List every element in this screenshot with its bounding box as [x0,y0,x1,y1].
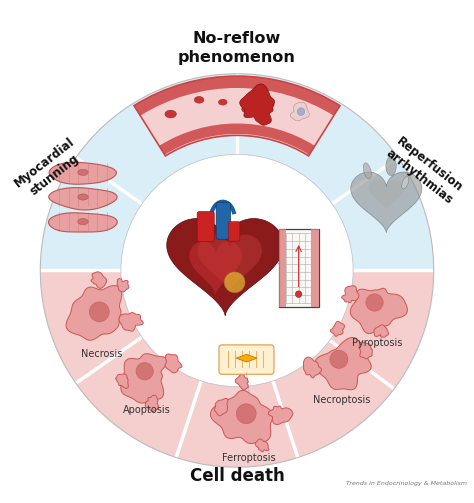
Ellipse shape [194,97,204,103]
Circle shape [297,108,305,116]
Circle shape [136,363,153,380]
Polygon shape [359,342,373,359]
Polygon shape [368,180,404,210]
Circle shape [237,404,256,424]
Polygon shape [290,103,309,121]
Ellipse shape [219,100,227,105]
Polygon shape [165,354,182,373]
Circle shape [330,350,348,368]
FancyBboxPatch shape [219,345,274,374]
Ellipse shape [386,157,396,176]
Ellipse shape [78,194,88,200]
Polygon shape [49,188,117,210]
Text: Cell death: Cell death [190,467,284,485]
Text: Ferroptosis: Ferroptosis [222,453,276,463]
Text: Pyroptosis: Pyroptosis [352,338,402,348]
Wedge shape [134,76,340,116]
Polygon shape [350,288,407,333]
Polygon shape [117,279,129,292]
Ellipse shape [165,110,176,118]
Circle shape [295,291,302,297]
Polygon shape [235,374,248,390]
Polygon shape [315,338,371,390]
Ellipse shape [363,163,372,179]
Polygon shape [146,395,158,411]
Wedge shape [159,124,315,155]
Text: Myocardial
stunning: Myocardial stunning [12,135,87,202]
FancyBboxPatch shape [311,229,319,307]
Ellipse shape [266,102,274,108]
Polygon shape [190,241,242,295]
Polygon shape [268,406,293,425]
Polygon shape [49,162,117,184]
Circle shape [90,302,109,322]
Polygon shape [255,439,269,452]
Polygon shape [342,286,359,303]
Ellipse shape [402,177,409,189]
FancyBboxPatch shape [279,229,286,307]
Text: Necrosis: Necrosis [81,349,123,359]
Text: No-reflow
phenomenon: No-reflow phenomenon [178,31,296,65]
Ellipse shape [242,106,251,113]
Circle shape [224,272,245,293]
Wedge shape [40,74,434,271]
Wedge shape [40,271,434,467]
Polygon shape [66,286,122,340]
FancyBboxPatch shape [216,202,230,239]
Text: Apoptosis: Apoptosis [123,404,171,414]
FancyBboxPatch shape [279,229,319,307]
Polygon shape [91,272,107,288]
Polygon shape [351,172,422,232]
Polygon shape [48,213,117,232]
Polygon shape [210,390,273,444]
Polygon shape [121,354,167,403]
FancyBboxPatch shape [197,212,214,241]
Polygon shape [198,234,262,293]
Text: Necroptosis: Necroptosis [312,395,370,405]
Polygon shape [167,219,283,316]
FancyBboxPatch shape [228,222,240,241]
Text: Trends in Endocrinology & Metabolism: Trends in Endocrinology & Metabolism [346,481,467,486]
Polygon shape [240,84,274,125]
Polygon shape [374,325,389,337]
Polygon shape [119,312,143,331]
Polygon shape [214,398,228,416]
Ellipse shape [78,170,88,176]
Polygon shape [116,374,128,388]
Polygon shape [330,321,345,337]
Text: Reperfusion
arrhythmias: Reperfusion arrhythmias [383,135,465,207]
Wedge shape [134,76,340,156]
Polygon shape [303,357,321,378]
Circle shape [366,294,383,311]
Ellipse shape [78,219,88,225]
Polygon shape [236,354,257,362]
Circle shape [121,154,353,387]
